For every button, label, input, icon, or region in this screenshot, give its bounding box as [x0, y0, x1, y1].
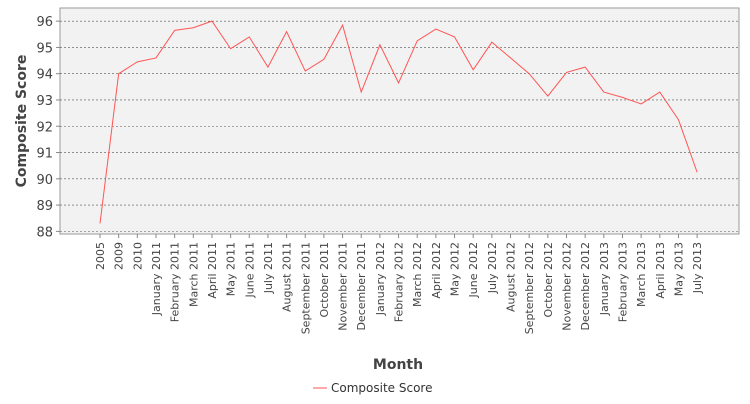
y-axis-ticks: 88 89 90 91 92 93 94 95 96 — [36, 15, 60, 240]
data-point — [528, 72, 531, 75]
x-tick-label: May 2013 — [672, 242, 685, 296]
legend-label-composite-score: Composite Score — [331, 381, 432, 395]
plot-area — [59, 7, 740, 235]
y-tick-label-90: 90 — [36, 173, 53, 188]
data-point — [248, 35, 251, 38]
data-point — [285, 30, 288, 33]
x-tick-label: September 2011 — [299, 242, 312, 334]
x-tick-label: May 2012 — [449, 242, 462, 296]
x-tick-label: April 2011 — [206, 242, 219, 299]
x-axis-title: Month — [373, 357, 423, 373]
x-tick-label: June 2012 — [467, 242, 480, 298]
data-point — [416, 39, 419, 42]
x-tick-label: February 2011 — [169, 242, 182, 322]
y-axis-title: Composite Score — [14, 55, 30, 188]
data-point — [696, 171, 699, 174]
x-tick-label: August 2012 — [505, 242, 518, 312]
data-point — [154, 56, 157, 59]
x-tick-label: August 2011 — [281, 242, 294, 312]
x-tick-label: July 2012 — [486, 242, 499, 294]
data-point — [677, 118, 680, 121]
y-tick-label-92: 92 — [36, 120, 53, 135]
data-point — [434, 28, 437, 31]
data-point — [602, 91, 605, 94]
x-tick-label: July 2013 — [691, 242, 704, 294]
x-tick-label: June 2011 — [243, 242, 256, 298]
data-point — [117, 72, 120, 75]
y-tick-label-95: 95 — [36, 41, 53, 56]
y-tick-label-88: 88 — [36, 225, 53, 240]
x-tick-label: January 2011 — [150, 242, 163, 316]
y-tick-label-94: 94 — [36, 68, 53, 83]
legend: Composite Score — [313, 381, 432, 395]
x-tick-label: February 2013 — [616, 242, 629, 322]
x-tick-label: April 2012 — [430, 242, 443, 299]
data-point — [210, 20, 213, 23]
data-point — [360, 91, 363, 94]
series-line-composite-score — [99, 20, 698, 224]
x-tick-label: March 2012 — [411, 242, 424, 307]
data-point — [546, 95, 549, 98]
x-tick-label: 2010 — [131, 242, 144, 270]
data-point — [397, 81, 400, 84]
x-tick-label: December 2011 — [355, 242, 368, 331]
data-point — [453, 35, 456, 38]
y-tick-label-93: 93 — [36, 94, 53, 109]
x-tick-label: December 2012 — [579, 242, 592, 331]
x-tick-label: September 2012 — [523, 242, 536, 334]
x-tick-label: July 2011 — [262, 242, 275, 294]
series-layer — [99, 20, 699, 225]
x-tick-label: February 2012 — [393, 242, 406, 322]
data-point — [565, 71, 568, 74]
data-point — [621, 96, 624, 99]
y-tick-label-91: 91 — [36, 147, 53, 162]
x-tick-label: May 2011 — [225, 242, 238, 296]
x-tick-label: November 2012 — [561, 242, 574, 331]
data-point — [509, 56, 512, 59]
x-tick-label: 2009 — [113, 242, 126, 270]
x-tick-label: 2005 — [94, 242, 107, 270]
data-point — [490, 41, 493, 44]
data-point — [322, 58, 325, 61]
x-tick-label: January 2012 — [374, 242, 387, 316]
grid-lines — [60, 20, 739, 232]
data-point — [658, 91, 661, 94]
data-point — [378, 43, 381, 46]
y-tick-label-89: 89 — [36, 199, 53, 214]
data-point — [304, 70, 307, 73]
data-point — [136, 60, 139, 63]
x-tick-label: April 2013 — [654, 242, 667, 299]
x-tick-label: March 2013 — [635, 242, 648, 307]
data-point — [640, 102, 643, 105]
data-point — [229, 47, 232, 50]
data-point — [472, 68, 475, 71]
data-point — [266, 66, 269, 69]
x-tick-label: November 2011 — [337, 242, 350, 331]
y-tick-label-96: 96 — [36, 15, 53, 30]
data-point — [341, 24, 344, 27]
x-tick-label: October 2011 — [318, 242, 331, 318]
data-point — [99, 222, 102, 225]
x-tick-label: January 2013 — [598, 242, 611, 316]
x-axis-ticks: 2005 2009 2010 January 2011 February 2011 Mar… — [94, 234, 704, 334]
x-tick-label: October 2012 — [542, 242, 555, 318]
data-point — [192, 26, 195, 29]
data-point — [584, 66, 587, 69]
x-tick-label: March 2011 — [187, 242, 200, 307]
data-point — [173, 29, 176, 32]
